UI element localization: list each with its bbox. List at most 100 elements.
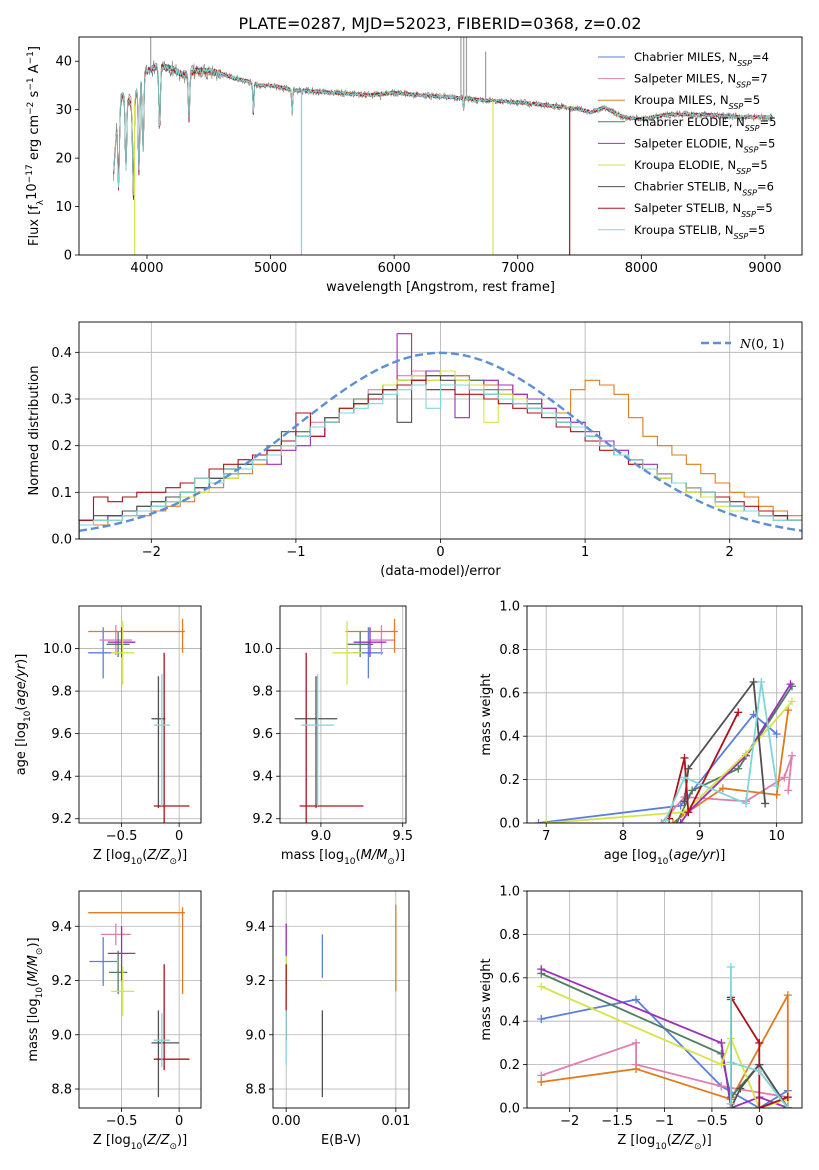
panel-weight-vs-metallicity: −2 −1.5 −1 −0.5 0 0.0 0.2 0.4 0.6 0.8 1.0 Z [log10(… bbox=[479, 885, 803, 1152]
axes-frame bbox=[78, 605, 202, 824]
y-tick-label: 0.2 bbox=[51, 439, 72, 454]
legend-entry: Chabrier STELIB, NSSP=6 bbox=[634, 180, 774, 198]
weight-marker bbox=[749, 677, 758, 686]
legend-entry: Kroupa STELIB, NSSP=5 bbox=[634, 223, 765, 241]
x-tick-label: 0 bbox=[175, 1114, 183, 1129]
weight-marker bbox=[717, 1049, 726, 1058]
model-spectrum-line bbox=[113, 63, 773, 196]
y-tick-label: 0.0 bbox=[499, 1102, 520, 1117]
x-tick-label: 8000 bbox=[625, 261, 658, 276]
y-tick-label: 8.8 bbox=[51, 1083, 72, 1098]
plot-area bbox=[113, 37, 773, 255]
x-tick-label: 0 bbox=[755, 1114, 763, 1129]
y-tick-label: 0.2 bbox=[499, 1058, 520, 1073]
histogram-step-line bbox=[79, 384, 802, 539]
y-tick-label: 0.0 bbox=[499, 817, 520, 832]
weight-series-line bbox=[546, 700, 793, 823]
errorbar-point bbox=[153, 674, 170, 806]
weight-marker bbox=[734, 764, 743, 773]
weight-marker bbox=[780, 773, 789, 782]
weight-marker bbox=[542, 819, 551, 823]
x-tick-label: 2 bbox=[726, 545, 734, 560]
weight-marker bbox=[788, 751, 797, 760]
legend-entry: Kroupa MILES, NSSP=5 bbox=[634, 93, 760, 111]
y-tick-label: 0.4 bbox=[51, 346, 72, 361]
legend-entry: Kroupa ELODIE, NSSP=5 bbox=[634, 158, 768, 176]
x-tick-label: −0.5 bbox=[106, 829, 138, 844]
weight-marker bbox=[761, 799, 770, 808]
legend-entry: Salpeter ELODIE, NSSP=5 bbox=[634, 136, 775, 154]
y-axis-label: Flux [fλ10−17 erg cm−2 s−1 A−1] bbox=[25, 46, 46, 246]
axes-frame bbox=[78, 321, 803, 540]
y-tick-label: 9.6 bbox=[252, 727, 273, 742]
y-tick-label: 1.0 bbox=[499, 885, 520, 900]
x-tick-label: 9 bbox=[696, 829, 704, 844]
axes-frame bbox=[272, 890, 410, 1109]
x-tick-label: 0.01 bbox=[381, 1114, 410, 1129]
y-tick-label: 9.4 bbox=[245, 920, 266, 935]
axes-frame bbox=[279, 605, 407, 824]
weight-marker bbox=[736, 1084, 745, 1093]
y-tick-label: 9.2 bbox=[245, 974, 266, 989]
legend-entry: N(0, 1) bbox=[739, 336, 785, 351]
errorbar-point bbox=[299, 652, 364, 823]
axes-frame bbox=[78, 36, 803, 256]
x-tick-label: 6000 bbox=[378, 261, 411, 276]
y-tick-label: 10.0 bbox=[244, 642, 273, 657]
weight-marker bbox=[772, 790, 781, 799]
weight-marker bbox=[755, 1038, 764, 1047]
normal-reference-curve bbox=[79, 351, 802, 532]
x-axis-label: Z [log10(Z/Z⊙)] bbox=[93, 848, 187, 867]
weight-marker bbox=[741, 749, 750, 758]
y-tick-label: 10 bbox=[55, 200, 72, 215]
weight-marker bbox=[537, 1015, 546, 1024]
errorbar-point bbox=[353, 627, 387, 658]
x-tick-label: 8 bbox=[619, 829, 627, 844]
weight-marker bbox=[784, 786, 793, 795]
x-tick-label: 4000 bbox=[130, 261, 163, 276]
errorbar-point bbox=[99, 625, 132, 655]
weight-series-line bbox=[679, 683, 792, 823]
errorbar-point bbox=[111, 620, 135, 685]
x-tick-label: 9.5 bbox=[392, 829, 413, 844]
y-tick-label: 0.1 bbox=[51, 486, 72, 501]
y-axis-label: mass weight bbox=[479, 673, 494, 755]
y-tick-label: 0.2 bbox=[499, 773, 520, 788]
weight-marker bbox=[726, 962, 735, 971]
y-tick-label: 9.4 bbox=[51, 920, 72, 935]
y-tick-label: 0.4 bbox=[499, 730, 520, 745]
panel-weight-vs-age: 7 8 9 10 0.0 0.2 0.4 0.6 0.8 1.0 age [log10(age/yr… bbox=[479, 600, 803, 867]
y-tick-label: 0 bbox=[64, 249, 72, 264]
errorbar-point bbox=[153, 964, 190, 1071]
y-tick-label: 9.4 bbox=[51, 770, 72, 785]
x-tick-label: 7 bbox=[542, 829, 550, 844]
legend-entry: Salpeter STELIB, NSSP=5 bbox=[634, 201, 773, 219]
weight-marker bbox=[718, 784, 727, 793]
y-tick-label: 10.0 bbox=[43, 642, 72, 657]
errorbar-point bbox=[88, 907, 185, 995]
plot-area bbox=[294, 618, 398, 823]
plot-area bbox=[79, 333, 802, 539]
errorbar-point bbox=[368, 625, 395, 655]
weight-marker bbox=[783, 991, 792, 1000]
y-tick-label: 9.8 bbox=[51, 685, 72, 700]
weight-marker bbox=[632, 995, 641, 1004]
plot-area bbox=[537, 962, 792, 1108]
panel-mass-vs-metallicity: −0.5 0 8.8 9.0 9.2 9.4 Z [log10(Z/Z⊙)] mass [lo… bbox=[26, 890, 202, 1152]
errorbar-point bbox=[345, 618, 398, 653]
y-tick-label: 40 bbox=[55, 55, 72, 70]
errorbar-point bbox=[88, 618, 185, 653]
weight-series-line bbox=[668, 711, 740, 819]
y-tick-label: 0.3 bbox=[51, 393, 72, 408]
errorbar-point bbox=[107, 926, 136, 981]
x-tick-label: −1.5 bbox=[601, 1114, 633, 1129]
y-tick-label: 9.6 bbox=[51, 727, 72, 742]
y-tick-label: 0.6 bbox=[499, 686, 520, 701]
weight-marker bbox=[661, 816, 670, 823]
weight-marker bbox=[632, 1064, 641, 1073]
axes-frame bbox=[526, 605, 803, 824]
panel-spectrum: 4000 5000 6000 7000 8000 9000 0 10 20 30 40 wavelen… bbox=[25, 36, 803, 295]
weight-marker bbox=[717, 1060, 726, 1069]
errorbar-point bbox=[151, 676, 166, 809]
x-tick-label: 7000 bbox=[501, 261, 534, 276]
